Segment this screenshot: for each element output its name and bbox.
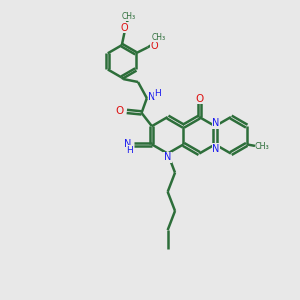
- Text: O: O: [196, 94, 204, 104]
- Text: N: N: [212, 118, 219, 128]
- Text: O: O: [151, 41, 158, 51]
- Text: N: N: [164, 152, 171, 162]
- Text: N: N: [212, 144, 219, 154]
- Text: N: N: [148, 92, 156, 102]
- Text: CH₃: CH₃: [255, 142, 270, 151]
- Text: N: N: [124, 139, 131, 149]
- Text: H: H: [154, 89, 161, 98]
- Text: O: O: [116, 106, 124, 116]
- Text: H: H: [126, 146, 133, 155]
- Text: CH₃: CH₃: [152, 33, 166, 42]
- Text: CH₃: CH₃: [121, 12, 135, 21]
- Text: O: O: [121, 22, 129, 32]
